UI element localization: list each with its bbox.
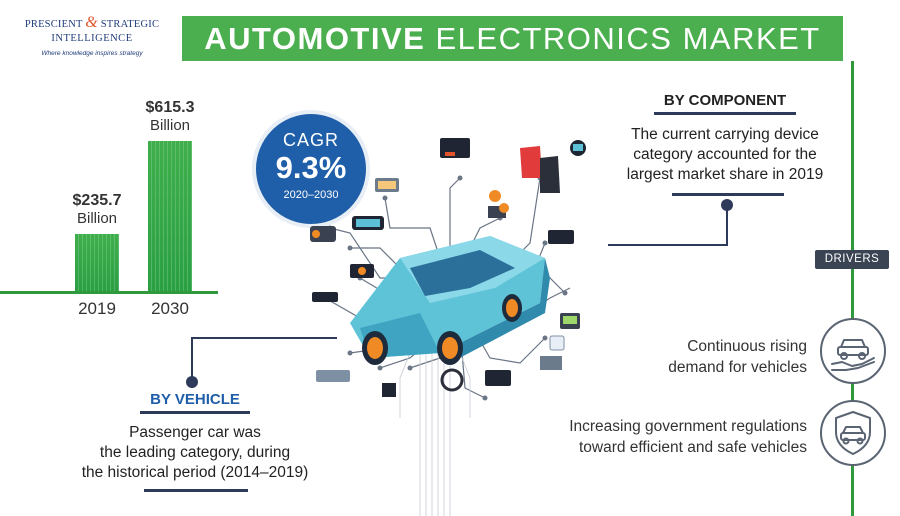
year-label-2019: 2019 — [78, 299, 116, 318]
connected-car-illustration — [310, 138, 586, 516]
by-component-heading-underline — [654, 112, 796, 115]
by-component-connector-horizontal — [608, 244, 728, 246]
chart-baseline — [0, 291, 218, 294]
cagr-value: 9.3% — [275, 150, 347, 185]
by-component-connector — [726, 210, 728, 245]
cagr-label: CAGR — [282, 130, 339, 150]
driver-2-text: Increasing government regulations toward… — [569, 418, 807, 456]
by-component-text-underline — [672, 193, 784, 196]
car-in-hand-icon — [820, 318, 886, 384]
title-banner: AUTOMOTIVE ELECTRONICS MARKET — [182, 16, 843, 61]
bar-2030 — [148, 141, 192, 291]
bar-value-2019: $235.7 Billion — [72, 192, 122, 227]
company-logo: PRESCIENT & STRATEGIC INTELLIGENCE Where… — [22, 14, 162, 62]
by-vehicle-connector — [191, 337, 193, 379]
by-vehicle-heading-underline — [140, 411, 250, 414]
by-vehicle-text-underline — [144, 489, 248, 492]
logo-line-2: INTELLIGENCE — [51, 33, 133, 44]
by-vehicle-heading: BY VEHICLE — [150, 391, 240, 408]
car-shield-icon — [820, 400, 886, 466]
by-vehicle-connector-horizontal — [191, 337, 337, 339]
logo-line-1: PRESCIENT & STRATEGIC — [24, 14, 160, 31]
by-vehicle-connector-dot — [186, 376, 198, 388]
bar-2019 — [75, 234, 119, 291]
market-size-chart: $235.7 Billion $615.3 Billion 2019 2030 — [0, 0, 240, 330]
by-component-text: The current carrying device category acc… — [626, 126, 824, 183]
right-divider — [851, 61, 854, 516]
logo-tagline: Where knowledge inspires strategy — [41, 50, 143, 57]
driver-1-text: Continuous rising demand for vehicles — [668, 338, 807, 376]
page-title: AUTOMOTIVE ELECTRONICS MARKET — [204, 21, 821, 56]
drivers-badge: DRIVERS — [815, 250, 889, 269]
by-component-heading: BY COMPONENT — [663, 92, 787, 109]
by-vehicle-text: Passenger car was the leading category, … — [81, 424, 309, 481]
by-component-connector-dot — [721, 199, 733, 211]
cagr-period: 2020–2030 — [283, 189, 339, 201]
bar-value-2030: $615.3 Billion — [145, 99, 195, 134]
year-label-2030: 2030 — [151, 299, 189, 318]
cagr-badge: CAGR 9.3% 2020–2030 — [252, 110, 370, 228]
